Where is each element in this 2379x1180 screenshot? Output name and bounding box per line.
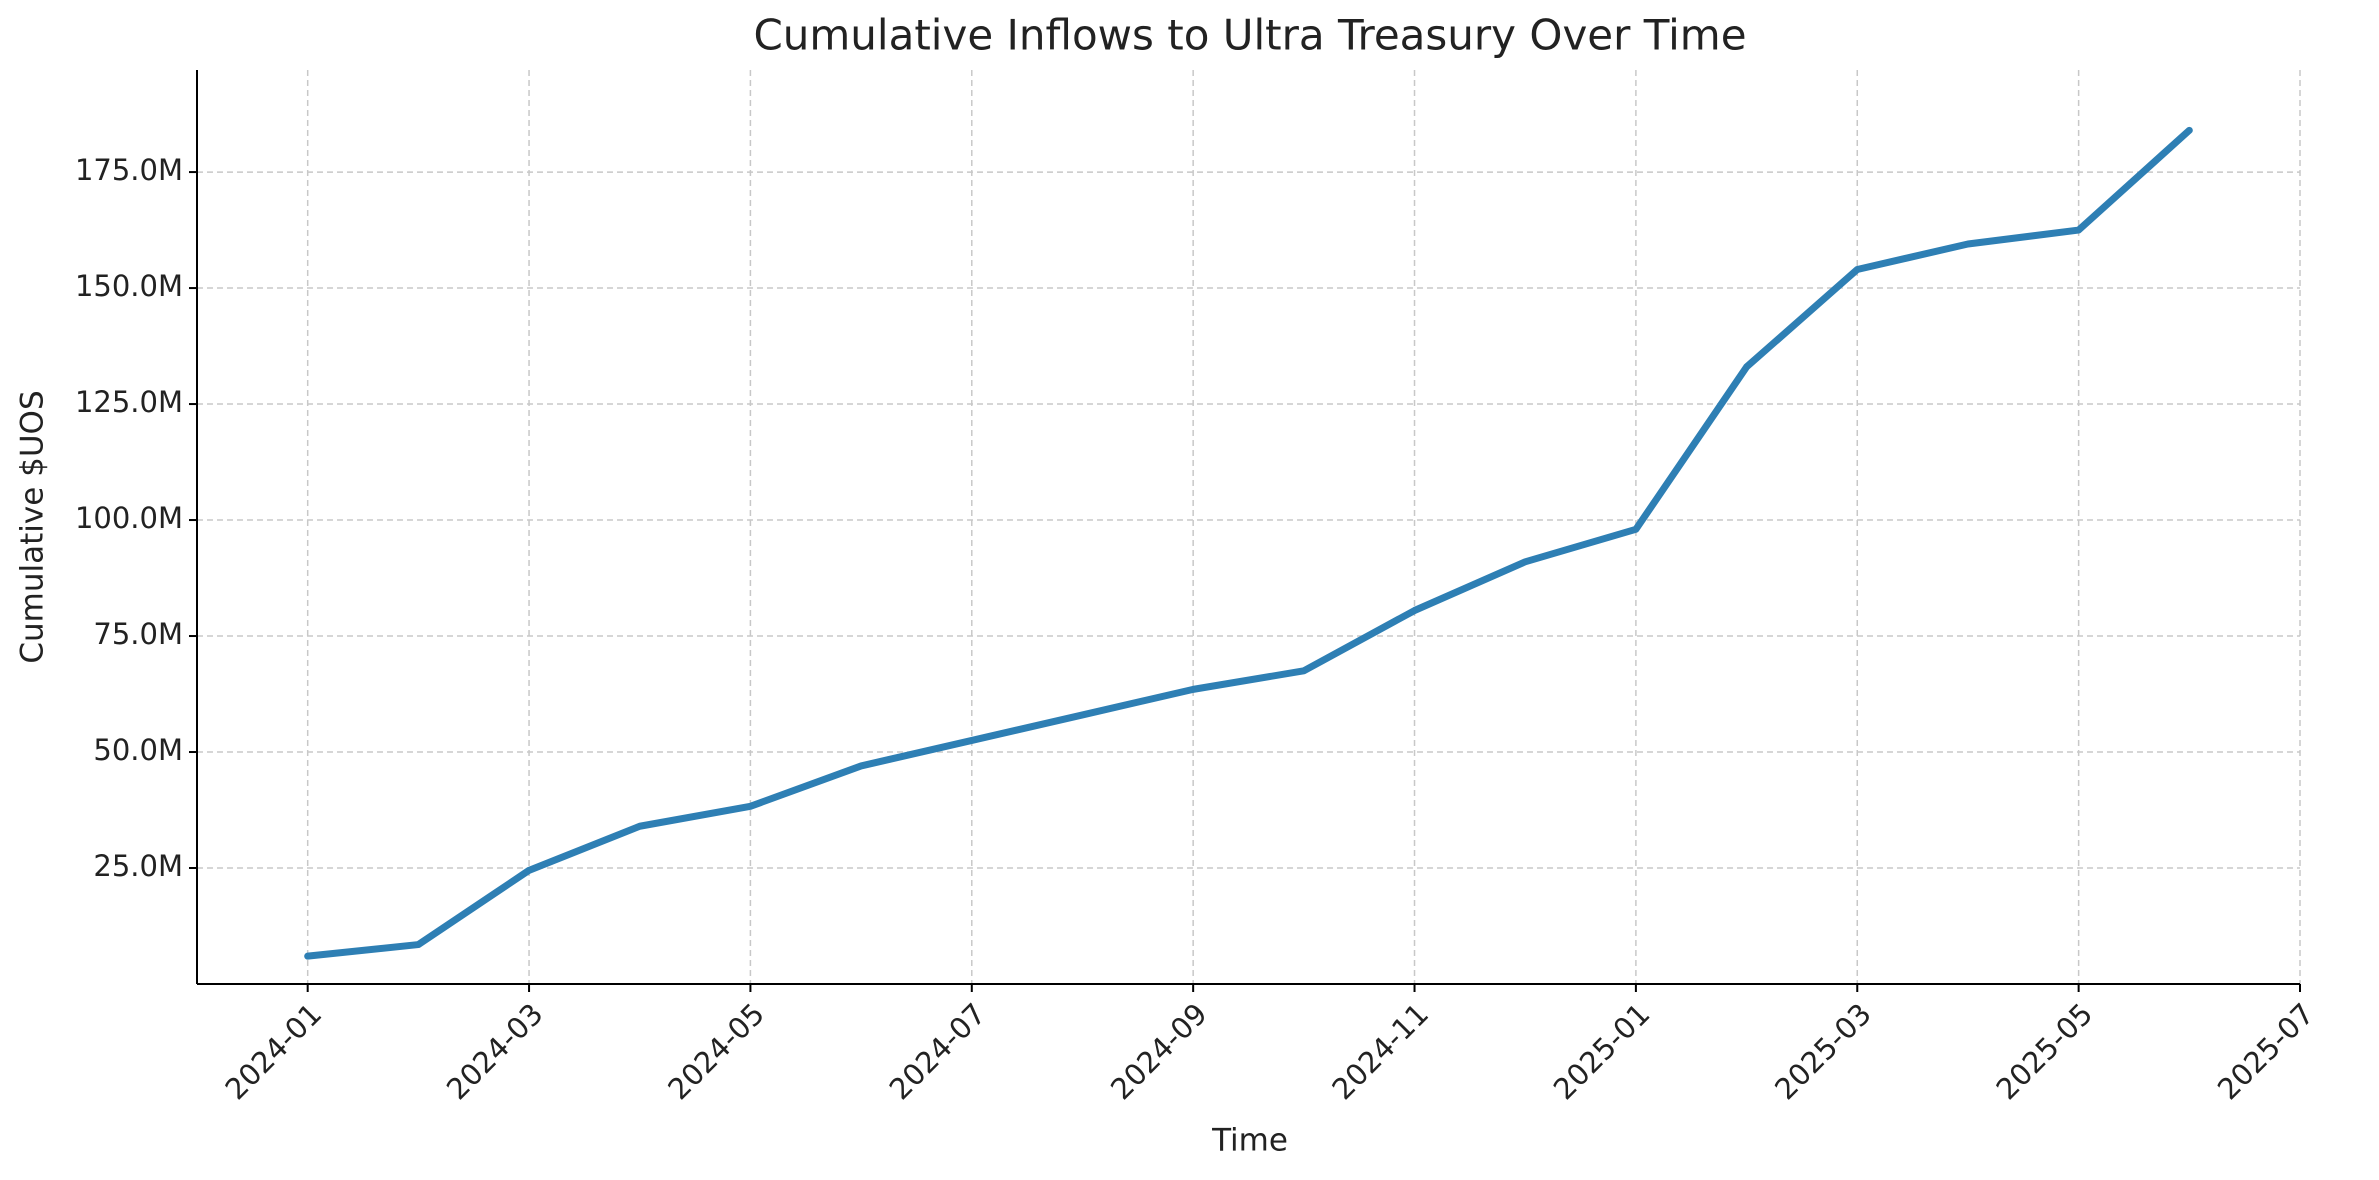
x-tick-label: 2025-01	[1547, 997, 1657, 1107]
y-tick-label: 75.0M	[93, 617, 183, 651]
y-axis-label: Cumulative $UOS	[15, 390, 51, 663]
x-tick-label: 2025-07	[2211, 997, 2321, 1107]
y-tick-label: 125.0M	[75, 385, 183, 419]
x-axis-label: Time	[1211, 1123, 1288, 1159]
y-tick-label: 150.0M	[75, 269, 183, 303]
x-tick-label: 2024-07	[883, 997, 993, 1107]
x-tick-label: 2025-03	[1768, 997, 1878, 1107]
x-tick-label: 2024-11	[1325, 997, 1435, 1107]
x-tick-label: 2024-01	[219, 997, 329, 1107]
x-tick-label: 2024-09	[1104, 997, 1214, 1107]
data-line	[304, 126, 2193, 960]
y-tick-label: 100.0M	[75, 501, 183, 535]
y-tick-label: 175.0M	[75, 153, 183, 187]
y-tick-label: 25.0M	[93, 849, 183, 883]
x-tick-label: 2024-03	[440, 997, 550, 1107]
x-tick-label: 2025-05	[1990, 997, 2100, 1107]
x-tick-label: 2024-05	[661, 997, 771, 1107]
y-tick-label: 50.0M	[93, 733, 183, 767]
chart-title: Cumulative Inflows to Ultra Treasury Ove…	[753, 11, 1746, 60]
